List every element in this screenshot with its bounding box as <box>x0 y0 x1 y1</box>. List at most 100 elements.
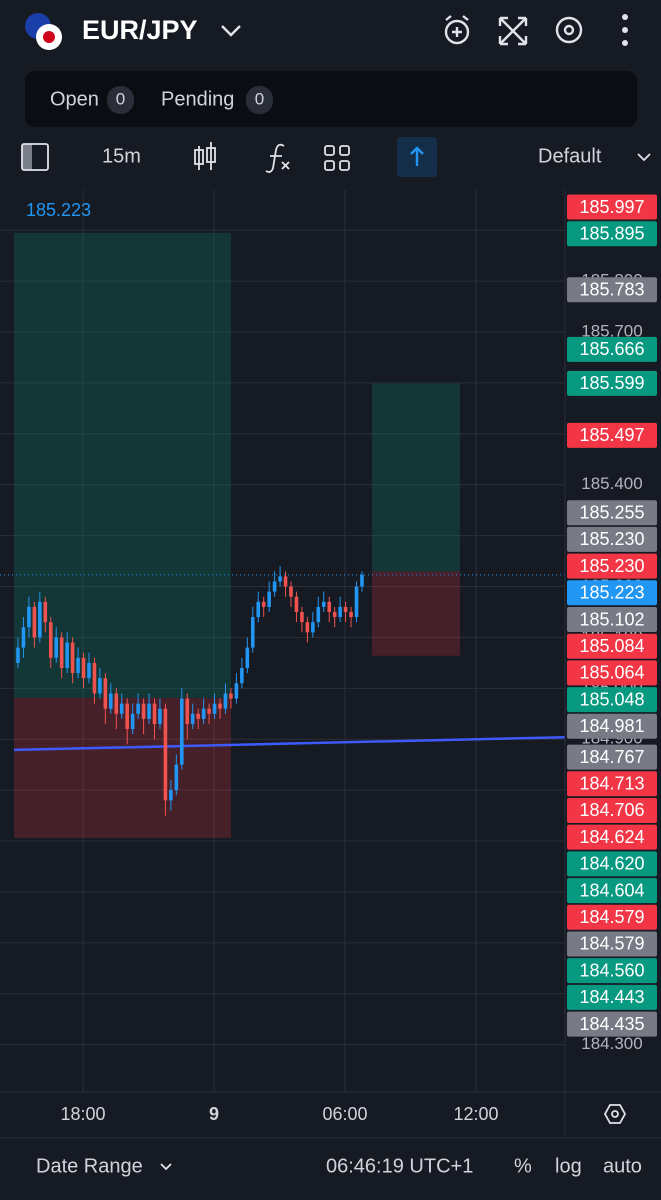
clock: 06:46:19 UTC+1 <box>326 1155 473 1177</box>
price-tag <box>567 526 657 552</box>
chart-type-button[interactable] <box>194 142 216 170</box>
price-tag <box>567 687 657 713</box>
price-tag <box>567 851 657 877</box>
price-tag <box>567 194 657 220</box>
price-tag-label: 184.579 <box>579 934 644 954</box>
alarm-icon-detail <box>445 15 469 37</box>
price-tag <box>567 422 657 448</box>
symbol-button[interactable]: EUR/JPY <box>25 13 241 50</box>
candle-body <box>300 611 304 623</box>
candle-body <box>87 662 91 679</box>
price-tag-label: 184.579 <box>579 907 644 927</box>
candle-body <box>103 678 108 709</box>
candle-body <box>250 617 255 648</box>
price-tag <box>567 713 657 739</box>
candle-body <box>283 576 288 587</box>
log-toggle[interactable]: log <box>555 1155 582 1177</box>
price-tag-label: 185.064 <box>579 663 644 683</box>
candle-body <box>16 647 20 663</box>
fx-icon <box>265 143 290 173</box>
indicators-button[interactable] <box>265 143 290 173</box>
pending-tab[interactable]: Pending 0 <box>161 86 273 114</box>
price-tag <box>567 797 657 823</box>
x-tick-label: 9 <box>209 1104 219 1124</box>
candle-body <box>163 708 168 801</box>
open-tab[interactable]: Open 0 <box>50 86 134 114</box>
pending-label: Pending <box>161 88 234 110</box>
candle-body <box>185 698 190 724</box>
candle-body <box>196 713 200 719</box>
chart[interactable]: 184.300184.400184.500184.600184.700184.8… <box>0 190 657 1124</box>
dot <box>622 40 628 46</box>
alarm-button[interactable] <box>444 15 470 45</box>
candle-body <box>169 790 173 801</box>
candle-body <box>174 764 179 791</box>
candle-body <box>130 713 135 730</box>
candle-body <box>229 693 233 699</box>
candle-body <box>54 637 59 658</box>
layout-button[interactable] <box>324 145 350 171</box>
candle-body <box>332 611 337 618</box>
date-range-button[interactable]: Date Range <box>36 1155 172 1177</box>
more-button[interactable] <box>622 14 628 46</box>
grid-icon <box>339 145 350 156</box>
sidebar-toggle[interactable] <box>21 143 49 171</box>
settings-button[interactable] <box>555 16 583 44</box>
candle-body <box>70 642 75 674</box>
candle-body <box>38 601 42 638</box>
candle-body <box>256 601 261 618</box>
price-tag-label: 184.981 <box>579 716 644 736</box>
hex-icon-core <box>611 1110 619 1118</box>
price-tag <box>567 277 657 303</box>
candle-icon-body <box>206 147 216 163</box>
candle-body <box>223 693 228 709</box>
axis-settings-button[interactable] <box>603 1104 627 1124</box>
candle-body <box>234 683 239 699</box>
badge <box>246 86 273 114</box>
price-tag-label: 185.048 <box>579 689 644 709</box>
price-tag-label: 184.435 <box>579 1014 644 1034</box>
badge <box>107 86 134 114</box>
price-tag-label: 185.084 <box>579 636 644 656</box>
price-tag-label: 185.230 <box>579 529 644 549</box>
price-tag <box>567 984 657 1010</box>
fullscreen-button[interactable] <box>498 16 528 46</box>
trade-button[interactable] <box>397 137 437 177</box>
candle-body <box>360 574 364 587</box>
auto-toggle[interactable]: auto <box>603 1155 642 1177</box>
price-tag-label: 184.560 <box>579 960 644 980</box>
interval[interactable]: 15m <box>102 145 141 167</box>
candle-body <box>59 637 64 668</box>
candle-body <box>98 678 102 694</box>
candle-body <box>27 606 31 628</box>
price-tag-label: 184.620 <box>579 854 644 874</box>
dot <box>622 27 628 33</box>
x-tick-label: 06:00 <box>322 1104 367 1124</box>
price-tag-label: 184.713 <box>579 774 644 794</box>
price-tag-label: 184.767 <box>579 747 644 767</box>
price-tag-label: 185.497 <box>579 425 644 445</box>
price-tag-label: 185.230 <box>579 556 644 576</box>
candle-body <box>48 622 53 658</box>
dot <box>622 14 628 20</box>
price-readout: 185.223 <box>26 200 91 220</box>
settings-icon-core <box>563 24 575 36</box>
price-tag-label: 185.783 <box>579 280 644 300</box>
candle-body <box>245 647 250 668</box>
x-tick-label: 18:00 <box>60 1104 105 1124</box>
template-button[interactable]: Default <box>538 145 651 167</box>
candle-body <box>311 622 315 633</box>
candle-body <box>65 642 69 668</box>
profit-zone <box>14 232 231 699</box>
trend-line <box>13 735 566 752</box>
candle-body <box>349 611 353 618</box>
price-tag-label: 184.706 <box>579 800 644 820</box>
grid-icon <box>324 160 335 171</box>
percent-toggle[interactable]: % <box>514 1155 532 1177</box>
price-tag <box>567 370 657 396</box>
price-tag-label: 184.443 <box>579 987 644 1007</box>
price-tag-label: 185.997 <box>579 197 644 217</box>
